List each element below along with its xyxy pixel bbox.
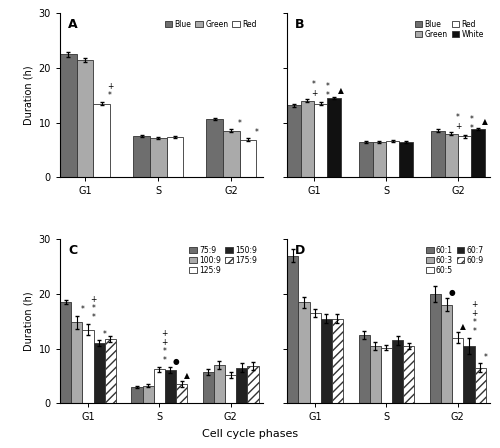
Bar [452, 338, 464, 403]
Text: *
+: * + [311, 79, 317, 98]
Bar [474, 368, 486, 403]
Bar [328, 98, 340, 177]
Legend: 75:9, 100:9, 125:9, 150:9, 175:9: 75:9, 100:9, 125:9, 150:9, 175:9 [187, 243, 259, 277]
Bar [381, 348, 392, 403]
Bar [472, 129, 485, 177]
Bar [370, 346, 381, 403]
Text: +
+
*
*: + + * * [472, 300, 478, 336]
Text: *: * [254, 128, 258, 137]
Bar [287, 105, 300, 177]
Bar [403, 346, 414, 403]
Bar [332, 319, 343, 403]
Text: +
*: + * [107, 82, 114, 100]
Bar [359, 142, 372, 177]
Bar [142, 386, 154, 403]
Bar [206, 119, 223, 177]
Text: *
+: * + [455, 113, 462, 131]
Bar [214, 365, 225, 403]
Bar [320, 319, 332, 403]
Bar [154, 369, 165, 403]
Bar [94, 343, 104, 403]
Bar [314, 103, 328, 177]
Bar [240, 139, 256, 177]
Bar [133, 136, 150, 177]
Bar [310, 313, 320, 403]
Text: *: * [484, 353, 488, 362]
Bar [287, 256, 298, 403]
Text: +
*
*: + * * [90, 295, 96, 323]
Bar [71, 323, 83, 403]
Bar [392, 340, 403, 403]
Text: *: * [238, 119, 242, 128]
Text: +
+
*
*: + + * * [162, 329, 168, 365]
Bar [430, 294, 441, 403]
Text: ▲: ▲ [338, 86, 344, 95]
Bar [432, 131, 444, 177]
Text: ●: ● [172, 357, 180, 366]
Bar [372, 142, 386, 177]
Bar [444, 134, 458, 177]
Y-axis label: Duration (h): Duration (h) [23, 292, 33, 351]
Bar [150, 138, 166, 177]
Legend: Blue, Green, Red: Blue, Green, Red [162, 17, 259, 31]
Bar [358, 335, 370, 403]
Bar [202, 372, 214, 403]
Bar [94, 103, 110, 177]
Bar [400, 142, 413, 177]
Text: Cell cycle phases: Cell cycle phases [202, 429, 298, 439]
Bar [300, 101, 314, 177]
Bar [441, 305, 452, 403]
Text: ▲: ▲ [482, 117, 488, 126]
Bar [76, 60, 94, 177]
Text: *: * [80, 305, 84, 314]
Bar [104, 339, 116, 403]
Bar [60, 302, 71, 403]
Legend: 60:1, 60:3, 60:5, 60:7, 60:9: 60:1, 60:3, 60:5, 60:7, 60:9 [424, 243, 486, 277]
Text: C: C [68, 244, 77, 257]
Bar [82, 330, 94, 403]
Y-axis label: Duration (h): Duration (h) [23, 65, 33, 125]
Text: *
*: * * [326, 82, 330, 100]
Text: *: * [103, 330, 106, 339]
Text: ▲: ▲ [184, 371, 190, 380]
Text: A: A [68, 18, 78, 31]
Bar [225, 375, 236, 403]
Text: ▲: ▲ [460, 322, 466, 331]
Bar [248, 366, 258, 403]
Text: B: B [296, 18, 305, 31]
Bar [223, 131, 240, 177]
Bar [458, 136, 471, 177]
Bar [132, 387, 142, 403]
Legend: Blue, Green, Red, White: Blue, Green, Red, White [412, 17, 486, 41]
Text: D: D [296, 244, 306, 257]
Text: ●: ● [449, 288, 456, 297]
Bar [176, 384, 187, 403]
Bar [60, 54, 76, 177]
Bar [464, 346, 474, 403]
Bar [386, 141, 400, 177]
Bar [165, 370, 176, 403]
Bar [166, 138, 183, 177]
Bar [236, 368, 248, 403]
Text: *
*: * * [470, 115, 474, 133]
Bar [298, 302, 310, 403]
